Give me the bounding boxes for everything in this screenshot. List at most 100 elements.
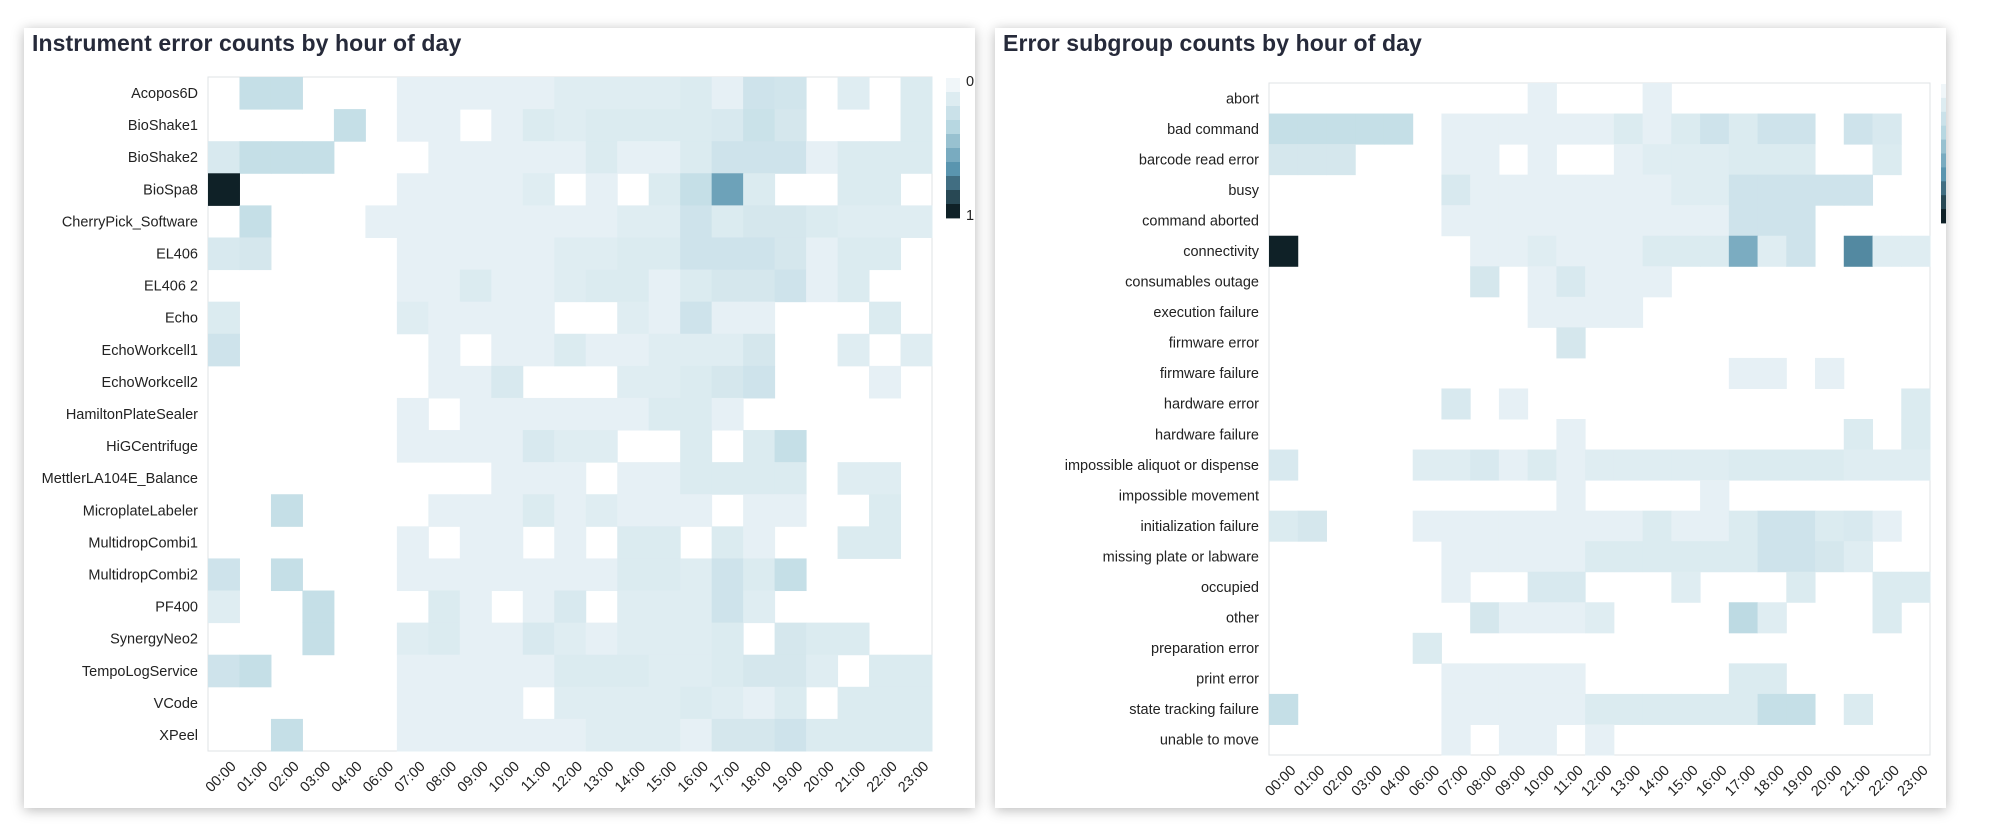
heatmap-cell <box>1412 632 1442 664</box>
heatmap-cell <box>617 462 650 495</box>
heatmap-cell <box>522 397 555 431</box>
y-tick-label: EL406 <box>156 247 198 263</box>
heatmap-cell <box>900 718 933 752</box>
heatmap-cell <box>428 494 461 527</box>
heatmap-cell <box>1757 113 1787 145</box>
heatmap-cell <box>680 622 713 656</box>
y-tick-label: command aborted <box>1142 214 1259 230</box>
heatmap-cell <box>459 365 492 399</box>
heatmap-cell <box>1843 693 1874 725</box>
x-tick-label: 02:00 <box>1320 763 1357 800</box>
y-tick-label: other <box>1226 611 1259 627</box>
y-tick-label: hardware error <box>1164 397 1259 413</box>
heatmap-cell <box>806 141 839 174</box>
y-tick-label: consumables outage <box>1125 275 1259 291</box>
heatmap-cell <box>1498 113 1529 145</box>
heatmap-cell <box>900 109 933 142</box>
heatmap-cell <box>837 622 870 656</box>
y-tick-label: busy <box>1228 183 1259 199</box>
heatmap-cell <box>1498 693 1529 725</box>
heatmap-cell <box>680 365 713 399</box>
heatmap-cell <box>711 590 744 624</box>
heatmap-cell <box>208 301 240 335</box>
heatmap-cell <box>428 430 461 463</box>
heatmap-cell <box>1470 663 1500 695</box>
heatmap-cell <box>617 77 650 110</box>
heatmap-cell <box>459 205 492 238</box>
heatmap-cell <box>1412 510 1442 542</box>
heatmap-cell <box>869 141 902 174</box>
heatmap-cell <box>806 718 839 752</box>
x-tick-label: 10:00 <box>486 759 523 796</box>
heatmap-cell <box>1642 541 1672 573</box>
heatmap-cell <box>837 462 870 495</box>
heatmap-cell <box>491 686 524 720</box>
heatmap-cell <box>1556 602 1586 634</box>
heatmap-cell <box>711 77 744 110</box>
heatmap-cell <box>1671 144 1701 176</box>
heatmap-cell <box>743 77 776 110</box>
x-tick-label: 18:00 <box>1751 763 1788 800</box>
heatmap-cell <box>869 494 902 527</box>
heatmap-cell <box>1585 541 1615 573</box>
y-tick-label: EchoWorkcell1 <box>102 343 198 359</box>
heatmap-cell <box>711 269 744 303</box>
heatmap-cell <box>1642 83 1672 115</box>
heatmap-cell <box>1843 113 1874 145</box>
heatmap-cell <box>806 237 839 271</box>
heatmap-cell <box>1585 296 1615 328</box>
heatmap-cell <box>774 558 807 592</box>
heatmap-cell <box>1815 541 1845 573</box>
heatmap-cell <box>1901 449 1931 481</box>
heatmap-cell <box>1786 541 1816 573</box>
heatmap-cell <box>743 333 776 367</box>
heatmap-cell <box>1470 144 1500 176</box>
heatmap-cell <box>1556 235 1586 267</box>
heatmap-cell <box>1757 663 1787 695</box>
x-tick-label: 17:00 <box>706 759 743 796</box>
heatmap-cell <box>459 718 492 752</box>
legend-swatch <box>946 120 960 135</box>
heatmap-cell <box>1671 693 1701 725</box>
heatmap-cell <box>428 622 461 656</box>
heatmap-cell <box>648 333 681 367</box>
heatmap-cell <box>743 205 776 238</box>
heatmap-cell <box>459 526 492 559</box>
x-tick-label: 11:00 <box>1551 763 1587 799</box>
heatmap-cell <box>1527 663 1557 695</box>
heatmap-cell <box>554 397 587 431</box>
heatmap-cell <box>1441 174 1471 206</box>
heatmap-cell <box>522 77 555 110</box>
x-tick-label: 09:00 <box>1492 763 1529 800</box>
heatmap-cell <box>743 141 776 174</box>
heatmap-cell <box>1441 724 1471 756</box>
heatmap-cell <box>680 494 713 527</box>
heatmap-cell <box>1585 693 1615 725</box>
heatmap-cell <box>522 301 555 335</box>
heatmap-cell <box>428 205 461 238</box>
heatmap-cell <box>585 333 618 367</box>
heatmap-cell <box>1556 480 1586 512</box>
heatmap-cell <box>1642 205 1672 237</box>
heatmap-cell <box>617 686 650 720</box>
x-tick-label: 10:00 <box>1521 763 1558 800</box>
x-tick-label: 23:00 <box>1895 763 1932 800</box>
heatmap-cell <box>554 718 587 752</box>
heatmap-cell <box>774 109 807 142</box>
heatmap-cell <box>743 558 776 592</box>
x-tick-label: 11:00 <box>518 759 554 795</box>
heatmap-cell <box>1786 144 1816 176</box>
heatmap-cell <box>554 205 587 238</box>
heatmap-cell <box>428 301 461 335</box>
heatmap-cell <box>459 590 492 624</box>
heatmap-cell <box>806 654 839 688</box>
heatmap-cell <box>711 109 744 142</box>
heatmap-cell <box>869 237 902 271</box>
heatmap-cell <box>396 173 429 206</box>
heatmap-cell <box>1355 113 1385 145</box>
heatmap-cell <box>774 205 807 238</box>
heatmap-cell <box>648 365 681 399</box>
heatmap-cell <box>585 205 618 238</box>
y-tick-label: impossible aliquot or dispense <box>1065 458 1259 474</box>
heatmap-cell <box>1728 235 1759 267</box>
